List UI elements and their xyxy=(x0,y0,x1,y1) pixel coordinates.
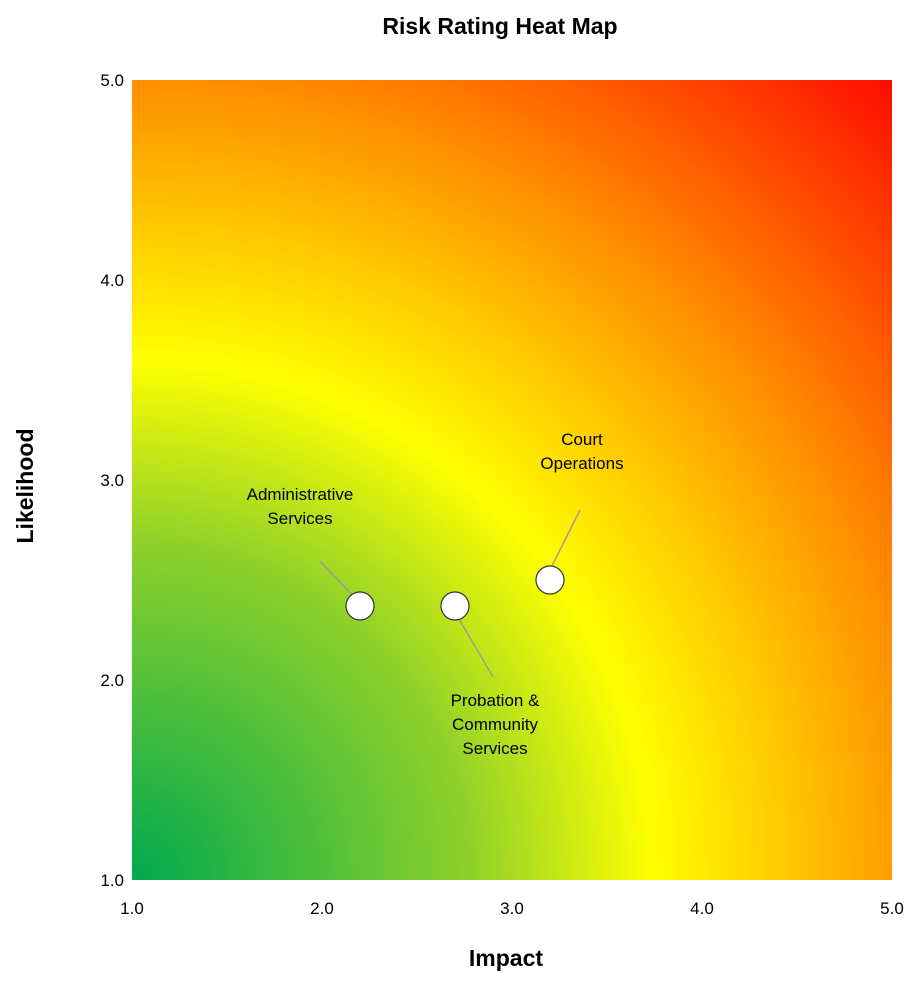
data-point-marker xyxy=(345,591,375,621)
y-axis-ticks: 1.0 2.0 3.0 4.0 5.0 xyxy=(100,71,124,890)
data-point-marker xyxy=(440,591,470,621)
x-axis-ticks: 1.0 2.0 3.0 4.0 5.0 xyxy=(120,899,904,918)
y-axis-title: Likelihood xyxy=(12,429,38,544)
data-points: Administrative Services Probation & Communi… xyxy=(247,430,624,758)
data-point-marker xyxy=(535,565,565,595)
data-point-label: Administrative Services xyxy=(247,485,354,528)
plot-area xyxy=(132,80,892,880)
label-leader-line xyxy=(548,509,581,573)
label-leader-line xyxy=(455,613,494,678)
y-tick-label: 1.0 xyxy=(100,871,124,890)
data-point-label: Court Operations xyxy=(540,430,623,473)
x-tick-label: 1.0 xyxy=(120,899,144,918)
x-tick-label: 2.0 xyxy=(310,899,334,918)
y-tick-label: 2.0 xyxy=(100,671,124,690)
chart-title: Risk Rating Heat Map xyxy=(382,13,617,39)
label-leader-line xyxy=(319,560,356,599)
x-tick-label: 5.0 xyxy=(880,899,904,918)
y-tick-label: 5.0 xyxy=(100,71,124,90)
x-axis-title: Impact xyxy=(469,945,543,971)
x-tick-label: 4.0 xyxy=(690,899,714,918)
y-tick-label: 4.0 xyxy=(100,271,124,290)
data-point-label: Probation & Community Services xyxy=(451,691,540,758)
y-tick-label: 3.0 xyxy=(100,471,124,490)
x-tick-label: 3.0 xyxy=(500,899,524,918)
